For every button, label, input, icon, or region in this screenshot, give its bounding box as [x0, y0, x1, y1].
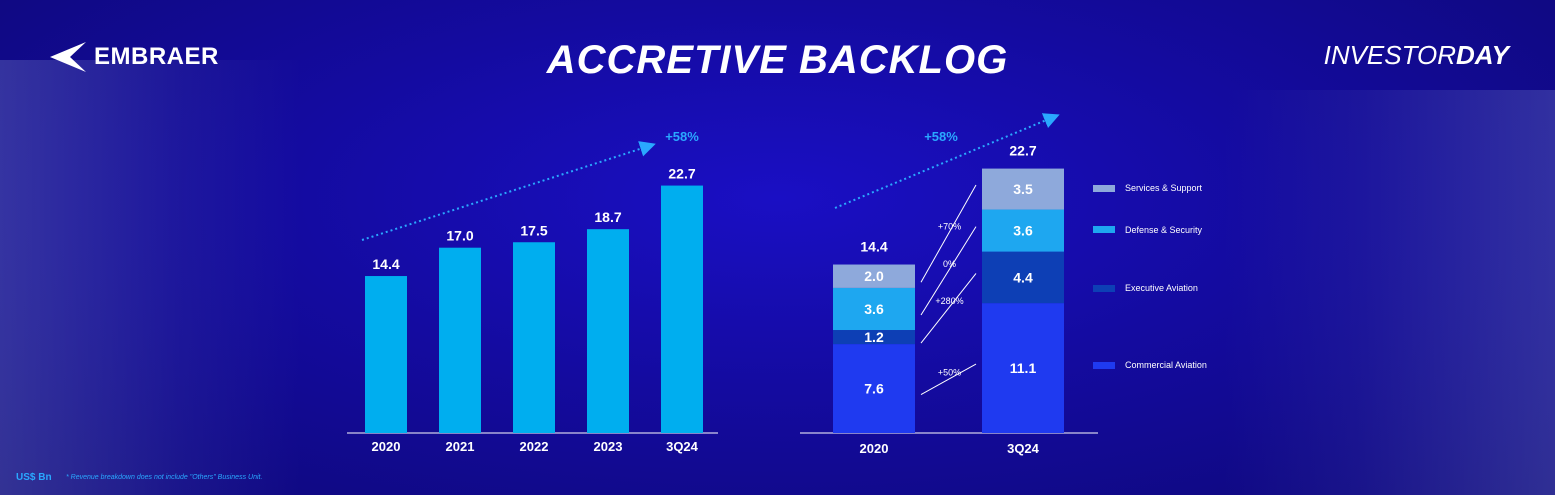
segment-value-label: 11.1	[1010, 360, 1037, 376]
bar-value-label: 18.7	[594, 209, 621, 225]
x-tick-label: 2023	[594, 439, 623, 454]
x-tick-label: 2022	[520, 439, 549, 454]
legend-item: Defense & Security	[1093, 225, 1202, 235]
growth-arrow	[361, 141, 656, 241]
x-tick-label: 2020	[860, 441, 889, 456]
backlog-bar-chart: 14.4 2020 17.0 2021 17.5 2022 18.7 2023 22.7 3Q24…	[347, 129, 718, 454]
growth-connector	[920, 184, 977, 283]
segment-2020-1	[833, 330, 915, 345]
embraer-plane-icon	[50, 42, 86, 72]
segment-growth-label: +50%	[938, 367, 961, 377]
legend-item: Services & Support	[1093, 183, 1202, 193]
segment-value-label: 3.5	[1013, 181, 1033, 197]
segment-value-label: 3.6	[1013, 223, 1033, 239]
bar-value-label: 22.7	[668, 166, 695, 182]
bar-value-label: 17.5	[520, 222, 547, 238]
page-title: ACCRETIVE BACKLOG	[546, 38, 1009, 82]
bar-2023	[587, 229, 629, 433]
segment-growth-label: +70%	[938, 222, 961, 232]
backlog-breakdown-chart: 7.6 1.2 3.6 2.0 14.4 2020 11.1 4.4 3.6 3.5 22.7 3Q2…	[800, 113, 1098, 456]
segment-growth-label: +280%	[935, 296, 963, 306]
segment-growth-label: 0%	[943, 259, 956, 269]
growth-connector	[920, 363, 977, 395]
background-photo-left	[0, 60, 300, 495]
legend-item: Executive Aviation	[1093, 283, 1198, 293]
legend-swatch	[1093, 226, 1115, 234]
bar-2022	[513, 242, 555, 433]
background-photo-right	[1225, 90, 1555, 495]
segment-3Q24-1	[982, 251, 1064, 304]
breakdown-legend: Services & Support Defense & Security Exec…	[1093, 0, 1253, 495]
bar-value-label: 14.4	[372, 256, 399, 272]
investor-day-light-text: INVESTOR	[1323, 40, 1457, 70]
segment-value-label: 4.4	[1013, 269, 1033, 285]
growth-connector	[920, 273, 977, 344]
segment-value-label: 7.6	[864, 381, 884, 397]
legend-label: Defense & Security	[1125, 224, 1203, 235]
segment-2020-0	[833, 344, 915, 433]
bar-2020	[365, 276, 407, 433]
legend-swatch	[1093, 361, 1115, 369]
x-tick-label: 3Q24	[666, 439, 699, 454]
bar-3Q24	[661, 185, 703, 433]
legend-label: Commercial Aviation	[1125, 360, 1207, 371]
segment-value-label: 1.2	[864, 329, 884, 345]
segment-3Q24-3	[982, 168, 1064, 210]
segment-2020-2	[833, 287, 915, 331]
x-tick-label: 2020	[372, 439, 401, 454]
investor-day-logo: INVESTORDAY	[1324, 40, 1509, 71]
segment-value-label: 3.6	[864, 301, 884, 317]
x-tick-label: 2021	[446, 439, 475, 454]
growth-label: +58%	[924, 129, 958, 144]
legend-label: Executive Aviation	[1125, 283, 1198, 294]
unit-label: US$ Bn	[16, 472, 52, 483]
logo-text: EMBRAER	[94, 43, 219, 70]
legend-item: Commercial Aviation	[1093, 360, 1207, 370]
investor-day-bold-text: DAY	[1456, 40, 1509, 70]
total-value-label: 22.7	[1009, 143, 1036, 159]
legend-label: Services & Support	[1125, 183, 1203, 194]
total-value-label: 14.4	[860, 239, 887, 255]
legend-swatch	[1093, 284, 1115, 292]
footnote: * Revenue breakdown does not include "Ot…	[66, 474, 263, 481]
bar-2021	[439, 247, 481, 433]
segment-3Q24-2	[982, 209, 1064, 252]
growth-label: +58%	[665, 129, 699, 144]
segment-3Q24-0	[982, 303, 1064, 433]
segment-value-label: 2.0	[864, 268, 884, 284]
segment-2020-3	[833, 264, 915, 288]
embraer-logo: EMBRAER	[48, 40, 219, 74]
legend-swatch	[1093, 184, 1115, 192]
x-tick-label: 3Q24	[1007, 441, 1040, 456]
bar-value-label: 17.0	[446, 228, 473, 244]
growth-connector	[920, 226, 977, 316]
